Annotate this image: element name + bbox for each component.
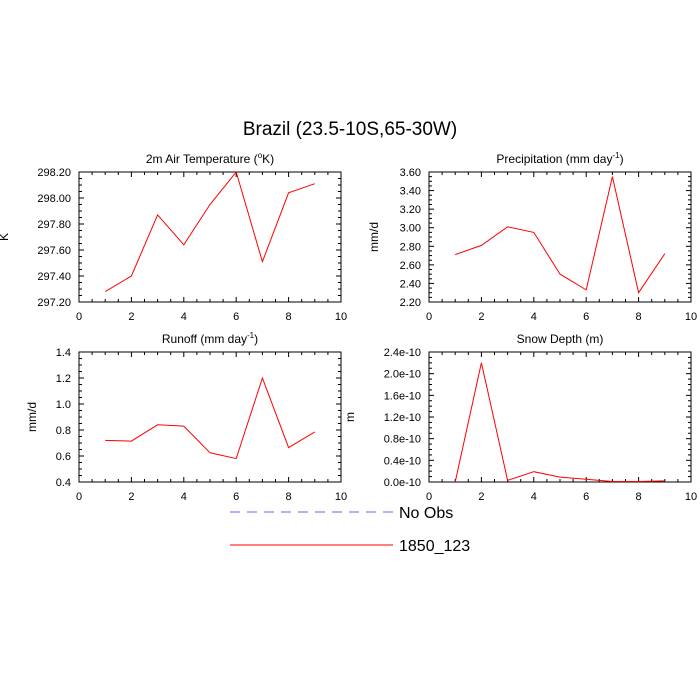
plot-frame xyxy=(428,351,692,483)
x-tick-label: 10 xyxy=(335,491,347,503)
y-tick-label: 297.80 xyxy=(37,219,71,231)
x-tick-label: 8 xyxy=(636,491,642,503)
y-tick-label: 0.4e-10 xyxy=(384,455,421,467)
x-tick-label: 0 xyxy=(76,491,82,503)
y-tick-label: 298.00 xyxy=(37,193,71,205)
y-axis-label: m xyxy=(343,412,357,422)
y-tick-label: 297.60 xyxy=(37,245,71,257)
plot-frame xyxy=(78,351,342,483)
y-tick-label: 0.4 xyxy=(56,477,71,489)
panel-title-superscript: -1 xyxy=(612,151,620,160)
x-tick-label: 4 xyxy=(531,491,537,503)
x-tick-label: 8 xyxy=(286,311,292,323)
x-tick-label: 10 xyxy=(685,491,697,503)
x-tick-label: 0 xyxy=(426,491,432,503)
x-tick-label: 6 xyxy=(233,491,239,503)
figure-title: Brazil (23.5-10S,65-30W) xyxy=(243,119,457,140)
y-tick-label: 3.40 xyxy=(400,186,421,198)
y-tick-label: 0.0e-10 xyxy=(384,477,421,489)
y-tick-label: 0.8e-10 xyxy=(384,434,421,446)
series-line-1850_123 xyxy=(105,376,316,460)
panel-precipitation: Precipitation (mm day-1) 0 2 4 6 8 10 2.20 2.40 2… xyxy=(367,151,697,323)
x-tick-label: 6 xyxy=(233,311,239,323)
panel-title: 2m Air Temperature (oK) xyxy=(146,151,274,166)
plot-frame xyxy=(428,171,692,303)
panel-title: Precipitation (mm day-1) xyxy=(496,151,623,166)
y-tick-label: 1.2e-10 xyxy=(384,412,421,424)
x-tick-label: 2 xyxy=(478,491,484,503)
y-tick-label: 2.20 xyxy=(400,297,421,309)
series-line-1850_123 xyxy=(454,362,665,483)
chart-panels: 2m Air Temperature (oK)0 2 4 6 8 10297.20297.… xyxy=(0,151,697,503)
panel-title-suffix: K) xyxy=(262,152,274,166)
y-tick-label: 3.00 xyxy=(400,223,421,235)
y-tick-label: 2.60 xyxy=(400,260,421,272)
y-tick-label: 0.8 xyxy=(56,425,71,437)
x-tick-label: 8 xyxy=(636,311,642,323)
panel-title-suffix: ) xyxy=(620,152,624,166)
x-tick-label: 6 xyxy=(583,311,589,323)
series-line-1850_123 xyxy=(455,176,666,294)
legend: No Obs 1850_123 xyxy=(230,505,470,555)
x-tick-label: 0 xyxy=(76,311,82,323)
panel-snow-depth: Snow Depth (m) 0 2 4 6 8 10 0.0e-10 0.4e-10 0.8e-… xyxy=(343,332,697,503)
panel-title-text: 2m Air Temperature ( xyxy=(146,152,258,166)
y-tick-label: 2.4e-10 xyxy=(384,347,421,359)
y-axis-label: K xyxy=(0,233,11,241)
y-tick-label: 1.0 xyxy=(56,399,71,411)
legend-label: No Obs xyxy=(399,505,453,522)
panel-title-superscript: o xyxy=(258,151,263,160)
x-tick-label: 2 xyxy=(128,491,134,503)
y-tick-label: 3.60 xyxy=(400,167,421,179)
panel-runoff: Runoff (mm day-1) 0 2 4 6 8 10 0.4 0.6 0.8 1.0 1.2 1… xyxy=(25,331,347,503)
panel-title: Snow Depth (m) xyxy=(517,332,604,346)
x-tick-label: 10 xyxy=(685,311,697,323)
panel-title-suffix: ) xyxy=(254,332,258,346)
x-tick-label: 4 xyxy=(181,491,187,503)
legend-label: 1850_123 xyxy=(399,538,470,555)
y-tick-label: 298.20 xyxy=(37,167,71,179)
y-tick-label: 1.2 xyxy=(56,373,71,385)
x-tick-label: 2 xyxy=(128,311,134,323)
x-tick-label: 2 xyxy=(478,311,484,323)
panel-title-superscript: -1 xyxy=(247,331,255,340)
panel-title: Runoff (mm day-1) xyxy=(162,331,258,346)
panel-title-text: Runoff (mm day xyxy=(162,332,247,346)
panel-title-text: Snow Depth (m) xyxy=(517,332,604,346)
panel-title-text: Precipitation (mm day xyxy=(496,152,612,166)
series-line-1850_123 xyxy=(104,170,315,293)
y-axis-label: mm/d xyxy=(367,222,381,252)
x-tick-label: 4 xyxy=(181,311,187,323)
y-axis-label: mm/d xyxy=(25,402,39,432)
y-tick-label: 1.6e-10 xyxy=(384,390,421,402)
y-tick-label: 1.4 xyxy=(56,347,71,359)
y-tick-label: 297.40 xyxy=(37,271,71,283)
y-tick-label: 297.20 xyxy=(37,297,71,309)
panel-air-temperature: 2m Air Temperature (oK) 0 2 4 6 8 10 297.20 297.… xyxy=(0,151,347,323)
y-tick-label: 3.20 xyxy=(400,204,421,216)
x-tick-label: 0 xyxy=(426,311,432,323)
x-tick-label: 6 xyxy=(583,491,589,503)
y-tick-label: 2.0e-10 xyxy=(384,369,421,381)
y-tick-label: 0.6 xyxy=(56,451,71,463)
plot-frame xyxy=(78,171,342,303)
x-tick-label: 10 xyxy=(335,311,347,323)
y-tick-label: 2.80 xyxy=(400,241,421,253)
x-tick-label: 8 xyxy=(286,491,292,503)
x-tick-label: 4 xyxy=(531,311,537,323)
y-tick-label: 2.40 xyxy=(400,278,421,290)
